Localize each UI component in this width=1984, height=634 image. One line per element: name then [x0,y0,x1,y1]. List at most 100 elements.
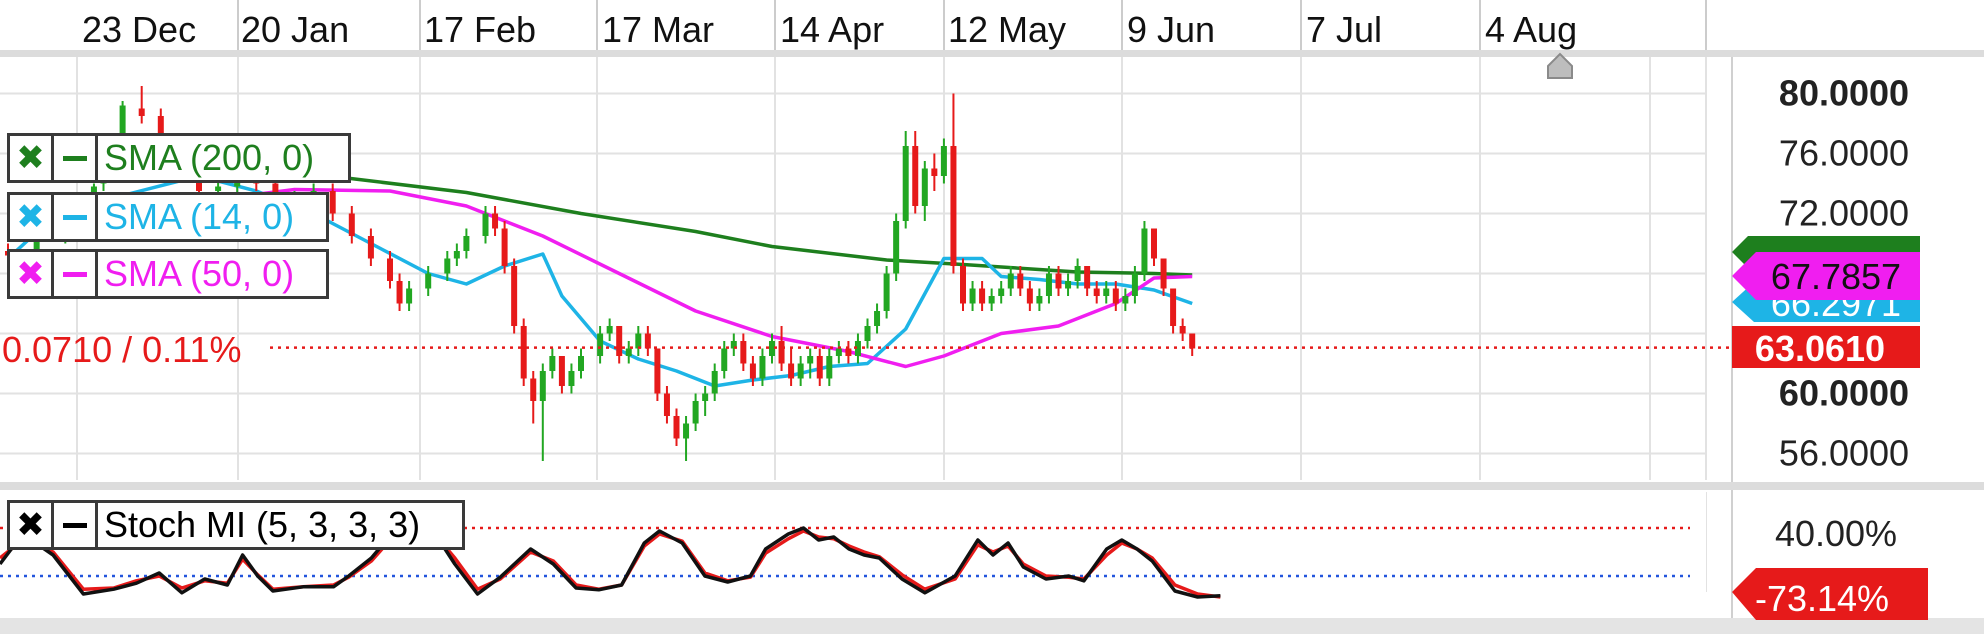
x-tick-label: 4 Aug [1485,9,1577,50]
price-panel[interactable]: 0.0710 / 0.11% [2,86,1732,461]
x-tick-label: 14 Apr [780,9,884,50]
y-tick-label: 76.0000 [1779,133,1909,174]
stoch-k-line [0,523,1221,599]
candle-body [1036,296,1043,304]
candle-up [568,363,575,394]
candle-up [1074,258,1081,289]
candle-down [1084,266,1091,296]
candle-down [1189,333,1196,356]
candle-down [520,318,527,386]
y-tick-label: 80.0000 [1779,73,1909,114]
candle-body [616,326,623,356]
candle-up [406,281,413,311]
legend-label: SMA (14, 0) [104,196,295,237]
minimize-icon[interactable] [54,503,98,547]
price-y-axis[interactable]: 80.0000 76.0000 72.0000 60.0000 56.0000 [1779,73,1909,474]
candle-up [721,341,728,379]
candle-body [711,371,718,394]
candle-down [1017,266,1024,296]
candle-up [1141,221,1148,281]
candle-up [463,228,470,259]
candle-down [979,281,986,311]
minimize-icon[interactable] [54,252,98,296]
close-icon[interactable]: ✖ [10,252,54,296]
candle-body [1189,333,1196,349]
candle-body [874,311,881,326]
candle-body [721,348,728,371]
candle-body [520,326,527,379]
candle-up [902,131,909,229]
stochastic-y-axis[interactable]: -73.14% 40.00% [1732,513,1928,620]
candle-body [578,356,584,371]
candle-body [931,168,938,176]
y-tick-label: 60.0000 [1779,373,1909,414]
minimize-icon[interactable] [54,195,98,239]
legend-sma-50[interactable]: ✖ SMA (50, 0) [7,249,329,299]
x-tick-label: 12 May [948,9,1066,50]
candle-up [854,333,861,364]
price-tag-text: 63.0610 [1755,328,1885,369]
candle-body [663,393,670,416]
scroll-marker-icon[interactable] [1547,52,1573,79]
legend-label: Stoch MI (5, 3, 3, 3) [104,504,421,545]
stoch-last-value-tag [1732,568,1928,620]
candle-down [348,206,355,244]
candle-down [1055,266,1062,296]
candle-body [606,326,613,334]
y-tick-label: 56.0000 [1779,433,1909,474]
candle-body [396,281,403,304]
candle-up [1131,266,1138,304]
candle-down [501,221,508,274]
legend-stoch-mi[interactable]: ✖ Stoch MI (5, 3, 3, 3) [7,500,465,550]
candle-body [329,191,336,214]
candle-up [625,341,632,364]
candle-down [616,326,623,364]
candle-body [769,341,775,356]
candle-up [482,206,489,244]
candle-down [654,348,661,401]
candle-body [501,228,508,266]
candle-up [702,386,709,416]
legend-sma-200[interactable]: ✖ SMA (200, 0) [7,133,351,183]
candle-down [367,228,374,266]
candle-down [558,356,565,394]
candle-body [138,108,145,116]
candle-body [893,221,900,274]
candle-down [1112,281,1119,311]
candle-body [988,296,995,304]
legend-sma-14[interactable]: ✖ SMA (14, 0) [7,192,329,242]
candle-body [740,341,747,364]
x-axis-strip [0,0,1984,50]
candle-body [387,258,393,281]
close-icon[interactable]: ✖ [10,136,54,180]
candle-body [835,348,842,356]
candle-up [874,303,881,334]
candle-body [1007,273,1014,289]
close-icon[interactable]: ✖ [10,195,54,239]
candle-body [807,356,814,364]
candle-up [635,326,642,356]
candle-up [692,393,699,431]
candle-body [778,341,785,364]
candle-body [998,288,1005,296]
candle-body [788,363,795,379]
x-tick-label: 7 Jul [1306,9,1382,50]
candle-up [1007,266,1014,296]
candle-down [749,356,756,386]
candle-body [749,363,756,379]
candle-body [1084,266,1091,289]
candle-down [1093,281,1100,304]
candle-body [549,356,556,371]
candle-down [644,326,651,356]
candle-up [1036,288,1043,311]
candle-body [960,266,966,304]
candle-down [1179,318,1186,341]
candle-body [816,356,823,379]
candle-body [1017,273,1024,289]
candle-body [1026,288,1033,304]
close-icon[interactable]: ✖ [10,503,54,547]
candle-down [778,326,785,371]
minimize-icon[interactable] [54,136,98,180]
candle-body [444,258,451,274]
